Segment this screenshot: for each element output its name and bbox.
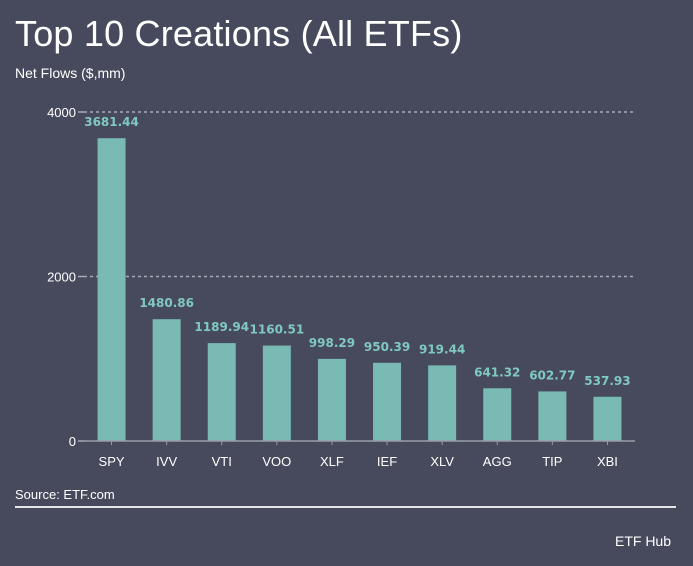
- bar-xlf: [317, 358, 346, 441]
- bar-xbi: [593, 396, 622, 441]
- value-label: 641.32: [474, 365, 520, 379]
- value-label: 3681.44: [84, 115, 139, 129]
- y-tick-label: 0: [69, 434, 76, 449]
- y-tick-label: 2000: [47, 270, 76, 285]
- x-tick-label: AGG: [483, 454, 512, 469]
- x-tick-label: SPY: [99, 454, 125, 469]
- bars: [97, 138, 622, 442]
- bar-spy: [97, 138, 126, 442]
- gridlines: [84, 111, 635, 278]
- bar-vti: [207, 343, 236, 441]
- chart-title: Top 10 Creations (All ETFs): [15, 13, 463, 54]
- bar-tip: [538, 391, 567, 441]
- x-tick-label: TIP: [542, 454, 562, 469]
- x-tick-label: XLF: [320, 454, 344, 469]
- bar-ivv: [152, 319, 181, 441]
- x-tick-label: VOO: [262, 454, 291, 469]
- bar-ief: [373, 362, 402, 441]
- axes: 0 2000 4000 SPY IVV VTI VOO XLF IEF XLV AGG TIP XBI: [47, 105, 635, 469]
- bar-agg: [483, 388, 512, 441]
- x-tick-label: XBI: [597, 454, 618, 469]
- x-tick-label: XLV: [430, 454, 454, 469]
- chart-subtitle: Net Flows ($,mm): [15, 65, 126, 81]
- value-label: 1189.94: [194, 320, 249, 334]
- value-label: 998.29: [309, 336, 355, 350]
- x-tick-label: IVV: [156, 454, 177, 469]
- y-tick-label: 4000: [47, 105, 76, 120]
- footer-divider: [15, 506, 676, 508]
- brand-label: ETF Hub: [614, 533, 671, 549]
- bar-xlv: [428, 365, 457, 441]
- value-label: 1160.51: [250, 323, 305, 337]
- source-note: Source: ETF.com: [15, 487, 115, 502]
- value-label: 919.44: [419, 342, 465, 356]
- bar-voo: [262, 345, 291, 441]
- x-tick-label: IEF: [377, 454, 397, 469]
- value-label: 950.39: [364, 340, 410, 354]
- value-label: 537.93: [584, 374, 630, 388]
- value-label: 602.77: [529, 368, 575, 382]
- x-tick-label: VTI: [212, 454, 232, 469]
- value-label: 1480.86: [139, 296, 194, 310]
